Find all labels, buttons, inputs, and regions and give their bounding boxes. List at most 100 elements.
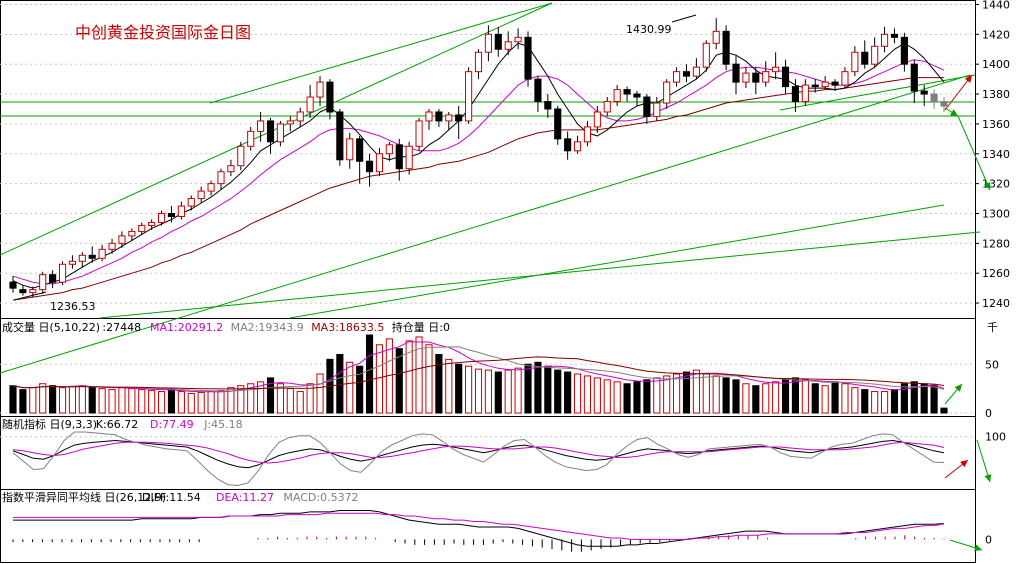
- volume-bar: [29, 387, 37, 414]
- volume-bar: [474, 368, 483, 414]
- indicator-header-text: 指数平滑异同平均线 日(26,12,9): [2, 490, 166, 504]
- volume-bar: [692, 369, 700, 414]
- volume-bar: [583, 375, 592, 414]
- arrow-line: [957, 115, 991, 191]
- candle: [762, 71, 770, 83]
- candle: [692, 66, 700, 77]
- indicator-header-text: 随机指标 日(9,3,3): [2, 417, 97, 431]
- trend-line: [99, 231, 981, 319]
- volume-bar: [603, 379, 611, 414]
- volume-ma-line: [12, 356, 945, 390]
- candle: [851, 51, 859, 73]
- volume-bar: [484, 369, 492, 414]
- volume-bar: [257, 381, 265, 414]
- candle: [207, 183, 215, 192]
- candle: [504, 41, 512, 50]
- volume-bar: [752, 385, 760, 414]
- indicator-header-text: MA3:18633.5: [311, 321, 384, 334]
- candle: [128, 230, 136, 237]
- candle: [593, 111, 601, 128]
- volume-bar: [781, 379, 790, 414]
- indicator-header-text: K:66.72: [96, 418, 138, 431]
- y-tick-label: 1420: [982, 28, 1010, 41]
- indicator-header-text: MA1:20291.2: [150, 321, 223, 334]
- candle: [316, 81, 324, 98]
- trend-line: [289, 204, 945, 319]
- volume-unit: 千: [987, 321, 998, 334]
- y-tick-label: 1340: [982, 148, 1010, 161]
- volume-bar: [356, 365, 364, 414]
- y-tick-label: 1400: [982, 58, 1010, 71]
- volume-bar: [157, 391, 166, 414]
- candle: [890, 33, 899, 38]
- candle: [900, 36, 908, 65]
- candle: [445, 114, 453, 122]
- volume-bar: [742, 383, 750, 414]
- volume-bar: [504, 369, 512, 414]
- volume-bar: [593, 377, 601, 414]
- y-tick-label: 1440: [982, 0, 1010, 11]
- indicator-header-text: MACD:0.5372: [283, 491, 358, 504]
- volume-bar: [336, 354, 344, 414]
- candle: [227, 165, 235, 173]
- volume-bar: [98, 388, 106, 414]
- candle: [58, 263, 67, 283]
- volume-bar: [881, 391, 889, 414]
- volume-bar: [871, 391, 879, 414]
- candle: [534, 78, 542, 103]
- candle: [296, 111, 304, 122]
- candle: [9, 281, 17, 289]
- candle: [861, 51, 869, 65]
- candle: [474, 51, 483, 73]
- volume-bar: [405, 340, 413, 414]
- indicator-header-text: DIFF:11.54: [142, 491, 201, 504]
- indicator-header-text: D:77.49: [150, 418, 194, 431]
- candle: [118, 235, 126, 244]
- volume-bar: [108, 389, 116, 414]
- volume-panel: 0 50 千: [0, 321, 999, 420]
- candle: [375, 153, 384, 173]
- volume-bar: [118, 387, 126, 414]
- ma-slow-line: [12, 77, 944, 301]
- y-tick-label: 1300: [982, 207, 1010, 220]
- candle: [524, 36, 532, 80]
- candle: [871, 45, 879, 65]
- volume-bar: [425, 344, 433, 414]
- candle: [484, 33, 492, 53]
- y-tick-label: 1360: [982, 118, 1010, 131]
- volume-ma-line: [12, 346, 945, 392]
- candle: [732, 63, 740, 83]
- volume-bar: [128, 388, 136, 414]
- candle: [772, 66, 780, 73]
- candle: [108, 242, 116, 250]
- volume-bar: [851, 387, 859, 414]
- volume-bar: [346, 361, 354, 414]
- volume-bar: [762, 383, 770, 414]
- macd-panel: 0: [12, 510, 992, 552]
- volume-bar: [534, 361, 542, 414]
- volume-bar: [306, 383, 314, 414]
- candle: [148, 221, 156, 226]
- volume-bar: [702, 373, 710, 414]
- trend-line: [0, 2, 553, 256]
- volume-bar: [9, 385, 17, 414]
- low-leader-line: [13, 291, 47, 301]
- kdj-j-line: [12, 431, 945, 487]
- candle: [365, 160, 374, 173]
- volume-bar: [148, 390, 156, 414]
- trend-annotations: [13, 14, 992, 552]
- volume-bar: [138, 389, 146, 414]
- candle: [623, 89, 631, 95]
- candle: [801, 84, 809, 103]
- volume-bar: [415, 336, 423, 414]
- volume-bar: [276, 383, 284, 414]
- candle: [138, 224, 146, 232]
- arrow-head: [950, 109, 958, 116]
- volume-bar: [821, 385, 829, 414]
- volume-bar: [395, 348, 403, 414]
- candle: [673, 71, 681, 83]
- candle: [19, 289, 27, 294]
- candle: [544, 101, 552, 110]
- volume-bar: [445, 358, 453, 414]
